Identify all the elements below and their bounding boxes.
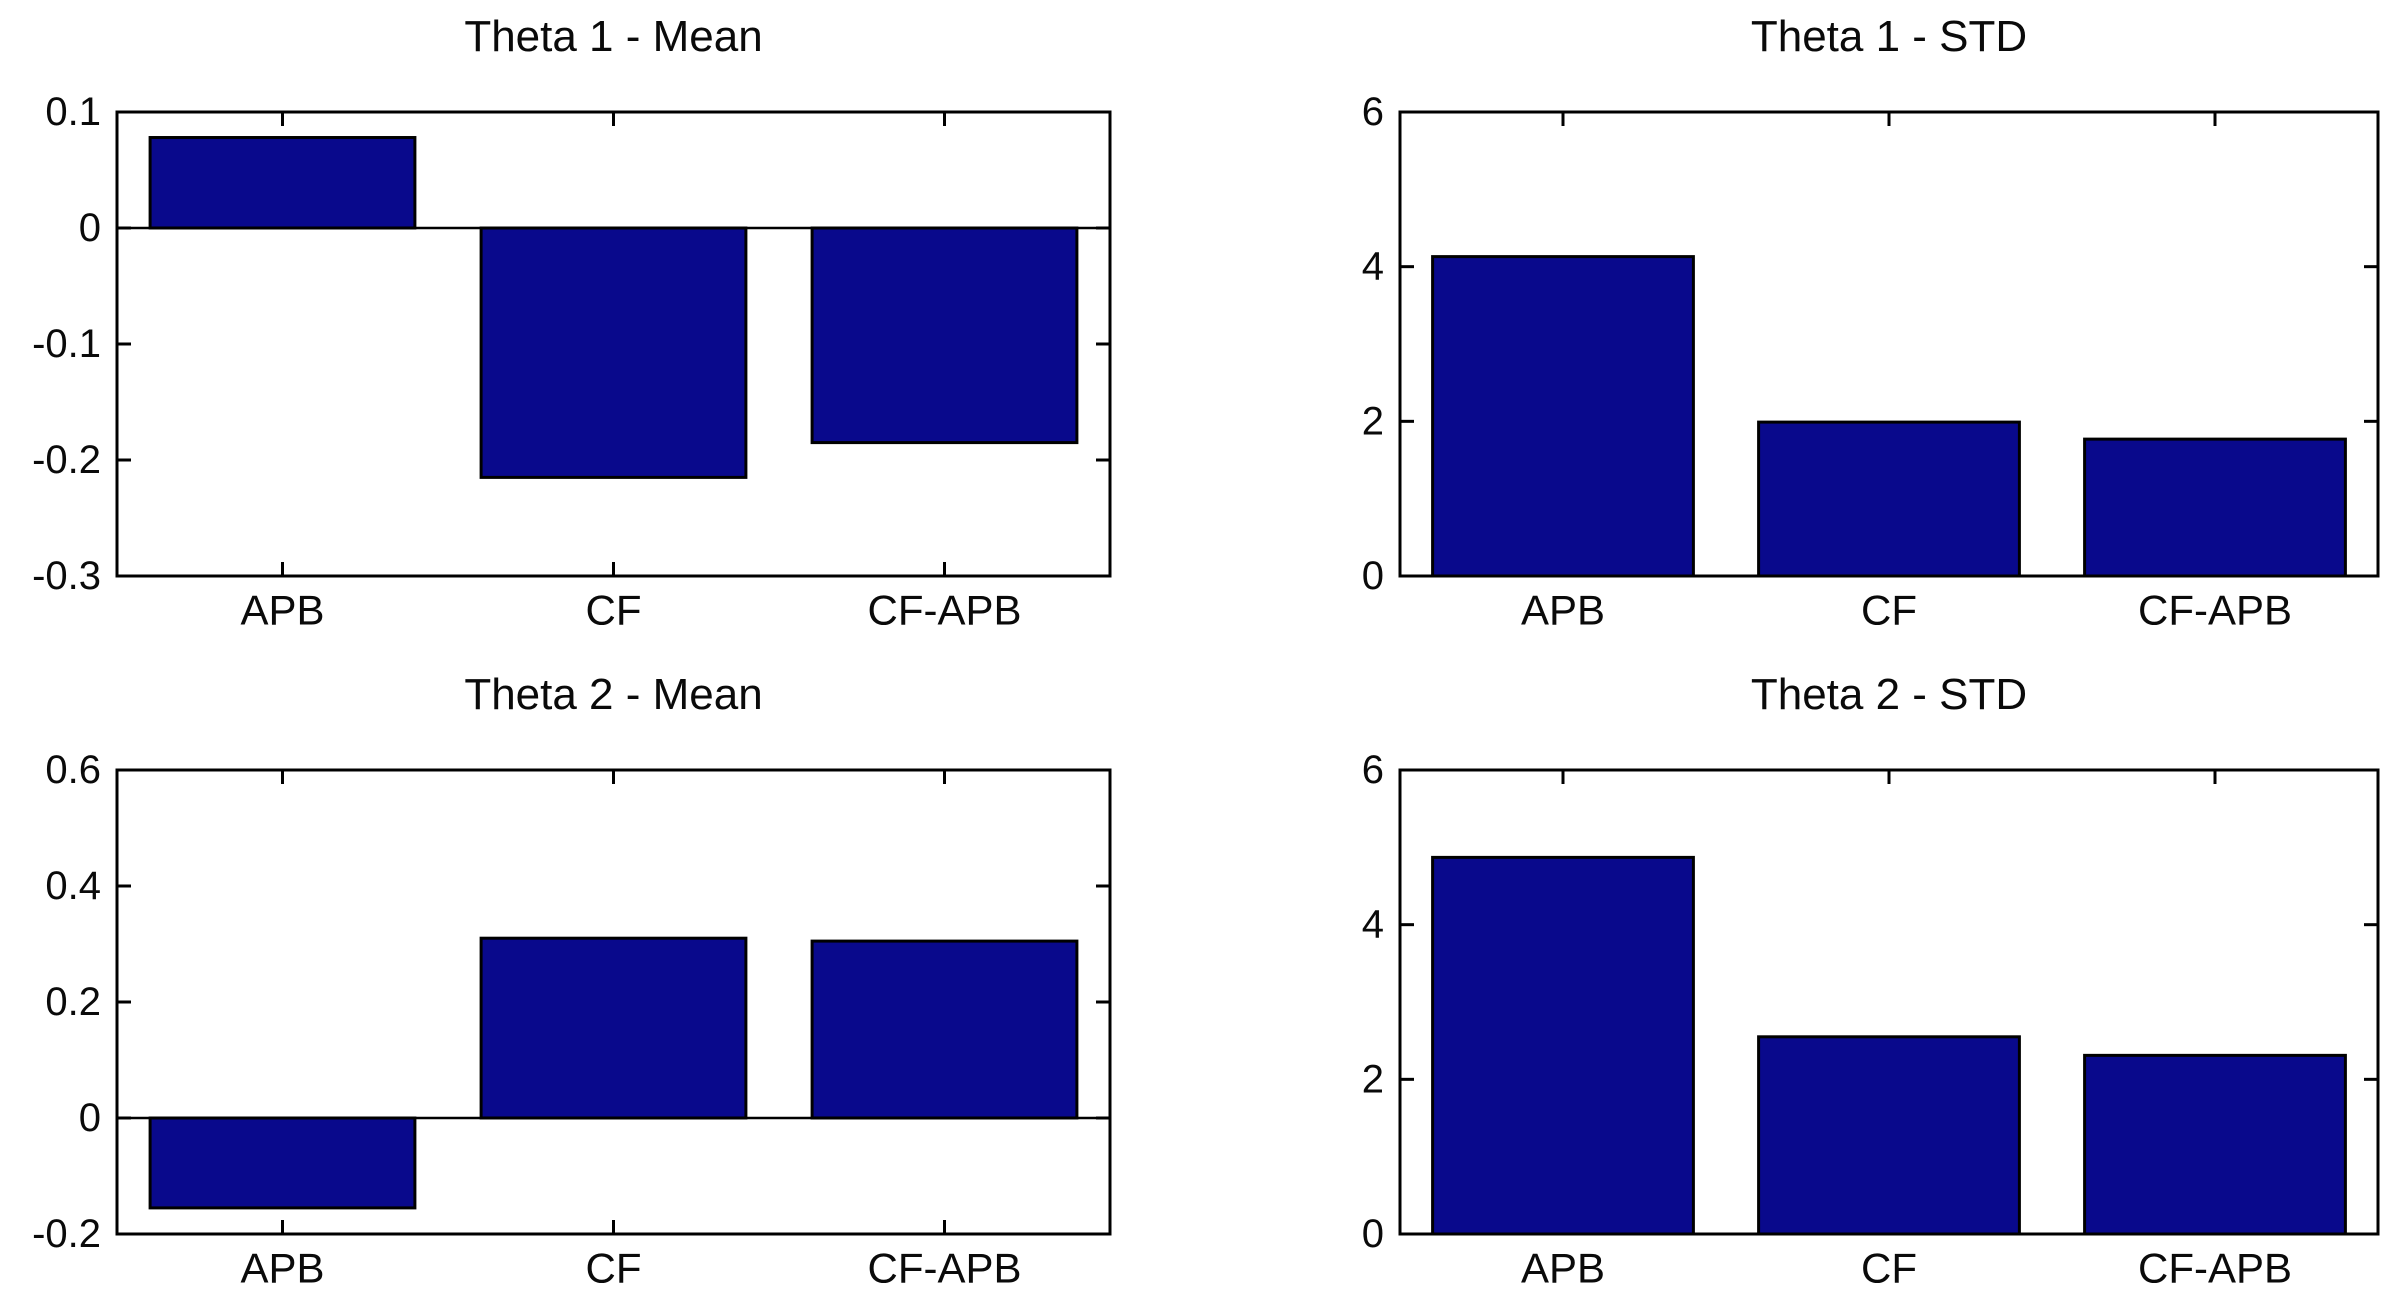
y-tick-label: 0	[79, 1096, 101, 1140]
chart-theta-1-mean: 0.1 0 -0.1 -0.2 -0.3 APB CF CF-APB	[32, 90, 1112, 633]
bar-cf-apb	[810, 226, 1079, 445]
x-category-label-apb: APB	[1521, 1244, 1605, 1291]
y-tick-label: -0.2	[32, 438, 101, 482]
y-tick-label: 0.1	[45, 90, 101, 134]
y-tick-label: 0	[1362, 1212, 1384, 1256]
chart-title-theta2-std: Theta 2 - STD	[1750, 670, 2028, 719]
chart-title-theta1-std: Theta 1 - STD	[1750, 12, 2028, 61]
y-tick-label: 2	[1362, 1057, 1384, 1101]
y-tick-label: 6	[1362, 748, 1384, 792]
y-tick-label: 6	[1362, 90, 1384, 134]
bar-cf	[479, 226, 748, 479]
y-tick-label: 4	[1362, 903, 1384, 947]
chart-theta-2-std: 6 4 2 0 APB CF CF-APB	[1362, 748, 2380, 1291]
bar-apb	[148, 1116, 417, 1210]
x-category-label-cf: CF	[586, 1244, 642, 1291]
x-category-label-cf: CF	[1861, 586, 1917, 633]
x-category-label-apb: APB	[240, 586, 324, 633]
bar-cf	[479, 936, 748, 1120]
bar-apb	[1431, 255, 1695, 578]
bar-cf	[1757, 420, 2021, 578]
x-category-label-apb: APB	[1521, 586, 1605, 633]
y-tick-label: -0.1	[32, 322, 101, 366]
x-category-label-cf: CF	[586, 586, 642, 633]
y-tick-label: 0.4	[45, 864, 101, 908]
x-category-label-cf-apb: CF-APB	[2138, 586, 2292, 633]
y-tick-label: -0.3	[32, 554, 101, 598]
y-tick-label: 0	[79, 206, 101, 250]
chart-title-theta1-mean: Theta 1 - Mean	[464, 12, 763, 61]
x-category-label-cf-apb: CF-APB	[867, 586, 1021, 633]
bar-apb	[148, 136, 417, 230]
y-tick-label: -0.2	[32, 1212, 101, 1256]
y-tick-label: 4	[1362, 245, 1384, 289]
x-category-label-cf: CF	[1861, 1244, 1917, 1291]
chart-theta-1-std: 6 4 2 0 APB CF CF-APB	[1362, 90, 2380, 633]
bar-cf-apb	[810, 939, 1079, 1120]
y-tick-label: 0.6	[45, 748, 101, 792]
chart-title-theta2-mean: Theta 2 - Mean	[464, 670, 763, 719]
bar-cf-apb	[2083, 437, 2347, 578]
bar-cf	[1757, 1035, 2021, 1236]
y-tick-label: 0.2	[45, 980, 101, 1024]
chart-theta-2-mean: 0.6 0.4 0.2 0 -0.2 APB CF CF-APB	[32, 748, 1112, 1291]
x-category-label-apb: APB	[240, 1244, 324, 1291]
bar-apb	[1431, 855, 1695, 1236]
bar-cf-apb	[2083, 1053, 2347, 1236]
y-tick-label: 0	[1362, 554, 1384, 598]
y-tick-label: 2	[1362, 399, 1384, 443]
x-category-label-cf-apb: CF-APB	[2138, 1244, 2292, 1291]
x-category-label-cf-apb: CF-APB	[867, 1244, 1021, 1291]
